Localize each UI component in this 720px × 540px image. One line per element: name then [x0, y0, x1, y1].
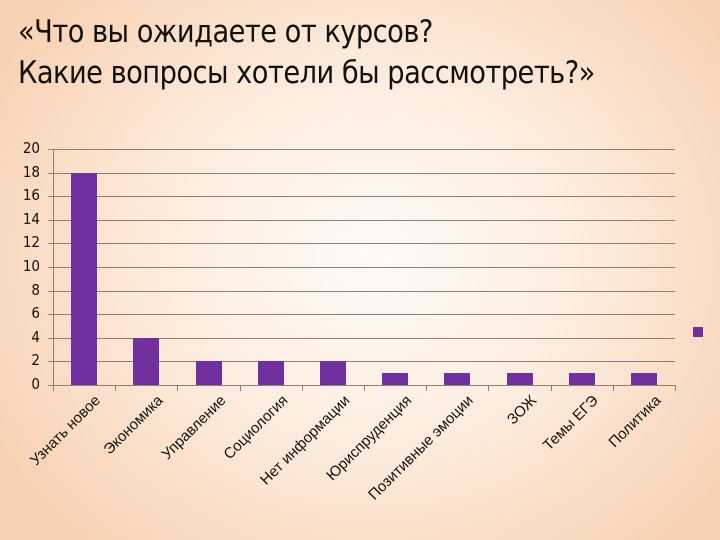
y-tick-label: 8 — [31, 281, 40, 299]
bar-1 — [71, 173, 97, 385]
x-category-label: Позитивные эмоции — [365, 392, 477, 504]
bar-7 — [444, 373, 470, 385]
title-line-2: Какие вопросы хотели бы рассмотреть?» — [18, 55, 595, 91]
y-tick-label: 20 — [22, 139, 40, 157]
gridline — [48, 220, 675, 221]
x-tick — [115, 385, 116, 391]
gridline — [48, 196, 675, 197]
y-tick-label: 2 — [31, 351, 40, 369]
title-line-1: «Что вы ожидаете от курсов? — [18, 14, 433, 50]
x-tick — [426, 385, 427, 391]
x-category-label: Политика — [605, 392, 665, 451]
x-tick — [364, 385, 365, 391]
x-category-label: Темы ЕГЭ — [539, 392, 602, 455]
y-tick-label: 4 — [31, 328, 40, 346]
bar-5 — [320, 361, 346, 385]
x-tick — [613, 385, 614, 391]
gridline — [48, 291, 675, 292]
x-category-label: Узнать новое — [26, 392, 104, 469]
gridline — [48, 338, 675, 339]
y-tick-label: 0 — [31, 375, 40, 393]
x-category-label: ЗОЖ — [503, 392, 541, 429]
x-category-label: Экономика — [100, 392, 167, 459]
x-tick — [302, 385, 303, 391]
y-tick-label: 10 — [22, 257, 40, 275]
bar-3 — [196, 361, 222, 385]
gridline — [48, 149, 675, 150]
bar-8 — [507, 373, 533, 385]
x-tick — [488, 385, 489, 391]
y-tick-label: 18 — [22, 163, 40, 181]
gridline — [48, 361, 675, 362]
y-tick-label: 16 — [22, 186, 40, 204]
x-tick — [551, 385, 552, 391]
gridline — [48, 243, 675, 244]
gridline — [48, 267, 675, 268]
bar-9 — [569, 373, 595, 385]
y-tick-label: 12 — [22, 233, 40, 251]
x-tick — [675, 385, 676, 391]
y-tick-label: 14 — [22, 210, 40, 228]
y-tick-label: 6 — [31, 304, 40, 322]
bar-10 — [631, 373, 657, 385]
x-category-label: Управление — [158, 392, 230, 463]
x-tick — [53, 385, 54, 391]
legend-swatch — [693, 327, 703, 337]
gridline — [48, 314, 675, 315]
bar-2 — [133, 338, 159, 385]
gridline — [48, 385, 675, 386]
bar-6 — [382, 373, 408, 385]
slide-title: «Что вы ожидаете от курсов? Какие вопрос… — [18, 12, 595, 94]
x-tick — [240, 385, 241, 391]
x-tick — [177, 385, 178, 391]
gridline — [48, 173, 675, 174]
bar-4 — [258, 361, 284, 385]
